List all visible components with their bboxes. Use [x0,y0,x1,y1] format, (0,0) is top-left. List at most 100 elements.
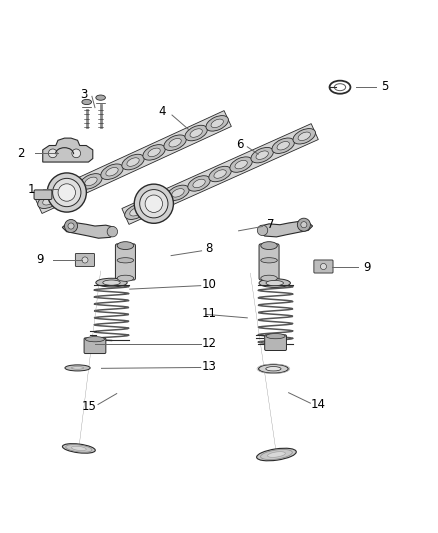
FancyBboxPatch shape [265,335,286,351]
Ellipse shape [277,141,290,150]
Circle shape [48,149,57,158]
Ellipse shape [206,116,228,131]
Ellipse shape [47,173,86,212]
Ellipse shape [259,279,290,287]
Text: 6: 6 [236,138,244,151]
Ellipse shape [235,160,247,169]
Ellipse shape [211,119,223,127]
Ellipse shape [63,443,95,453]
Circle shape [301,222,307,228]
Ellipse shape [143,144,165,160]
Ellipse shape [190,129,202,138]
Ellipse shape [106,167,118,176]
Ellipse shape [59,183,81,199]
Ellipse shape [82,99,92,104]
Ellipse shape [71,367,84,369]
Ellipse shape [261,275,277,281]
Ellipse shape [268,451,286,457]
Ellipse shape [146,195,168,210]
Polygon shape [122,124,318,224]
Ellipse shape [148,148,160,157]
Ellipse shape [122,154,144,170]
Text: 14: 14 [311,398,326,411]
Circle shape [72,149,81,158]
Ellipse shape [266,280,283,286]
Ellipse shape [53,179,81,207]
FancyBboxPatch shape [314,260,333,273]
Ellipse shape [256,151,268,159]
Ellipse shape [151,198,163,207]
Ellipse shape [117,241,134,249]
Circle shape [321,263,326,270]
Polygon shape [35,111,231,214]
Text: 15: 15 [82,400,97,413]
Ellipse shape [298,132,311,141]
Ellipse shape [164,135,186,150]
Polygon shape [43,138,93,162]
Ellipse shape [130,207,142,216]
Text: 13: 13 [202,360,217,373]
Ellipse shape [293,128,315,144]
Ellipse shape [257,448,296,461]
Text: 2: 2 [17,147,25,160]
Ellipse shape [185,125,207,141]
Polygon shape [62,222,116,238]
Circle shape [64,220,78,232]
Circle shape [297,218,311,231]
Text: 7: 7 [267,218,274,231]
FancyBboxPatch shape [34,190,52,199]
Ellipse shape [266,334,285,339]
Ellipse shape [230,157,252,172]
Ellipse shape [272,138,294,154]
Ellipse shape [103,280,120,285]
Ellipse shape [65,365,90,371]
Text: 9: 9 [363,261,371,274]
FancyBboxPatch shape [75,254,95,266]
Ellipse shape [251,148,273,163]
Ellipse shape [145,195,162,213]
Ellipse shape [134,184,173,223]
Text: 4: 4 [159,106,166,118]
Ellipse shape [117,275,134,281]
Text: 1: 1 [28,182,35,196]
FancyBboxPatch shape [259,244,279,280]
Circle shape [257,225,268,236]
Ellipse shape [96,278,127,287]
Circle shape [107,227,117,237]
Text: 5: 5 [381,80,388,93]
FancyBboxPatch shape [116,244,135,280]
Ellipse shape [169,139,181,147]
Ellipse shape [117,257,134,263]
Ellipse shape [127,158,139,166]
Ellipse shape [209,166,231,182]
Text: 9: 9 [36,254,43,266]
Ellipse shape [58,184,75,201]
Ellipse shape [101,164,123,180]
Text: 8: 8 [206,242,213,255]
Ellipse shape [167,185,189,200]
Ellipse shape [43,197,55,205]
Ellipse shape [96,95,106,100]
Text: 11: 11 [202,306,217,320]
Ellipse shape [85,336,105,342]
Ellipse shape [188,176,210,191]
Ellipse shape [140,190,168,218]
Ellipse shape [64,187,76,195]
Ellipse shape [85,177,97,185]
Circle shape [82,257,88,263]
Text: 3: 3 [81,88,88,101]
Ellipse shape [38,193,60,208]
Text: 12: 12 [202,337,217,350]
Text: 10: 10 [202,278,217,291]
Ellipse shape [258,365,288,373]
FancyBboxPatch shape [84,338,106,353]
Ellipse shape [80,174,102,189]
Ellipse shape [261,241,277,249]
Ellipse shape [125,204,147,220]
Circle shape [68,223,74,229]
Ellipse shape [193,179,205,188]
Ellipse shape [71,446,86,450]
Ellipse shape [172,189,184,197]
Ellipse shape [261,257,277,263]
Polygon shape [259,220,313,237]
